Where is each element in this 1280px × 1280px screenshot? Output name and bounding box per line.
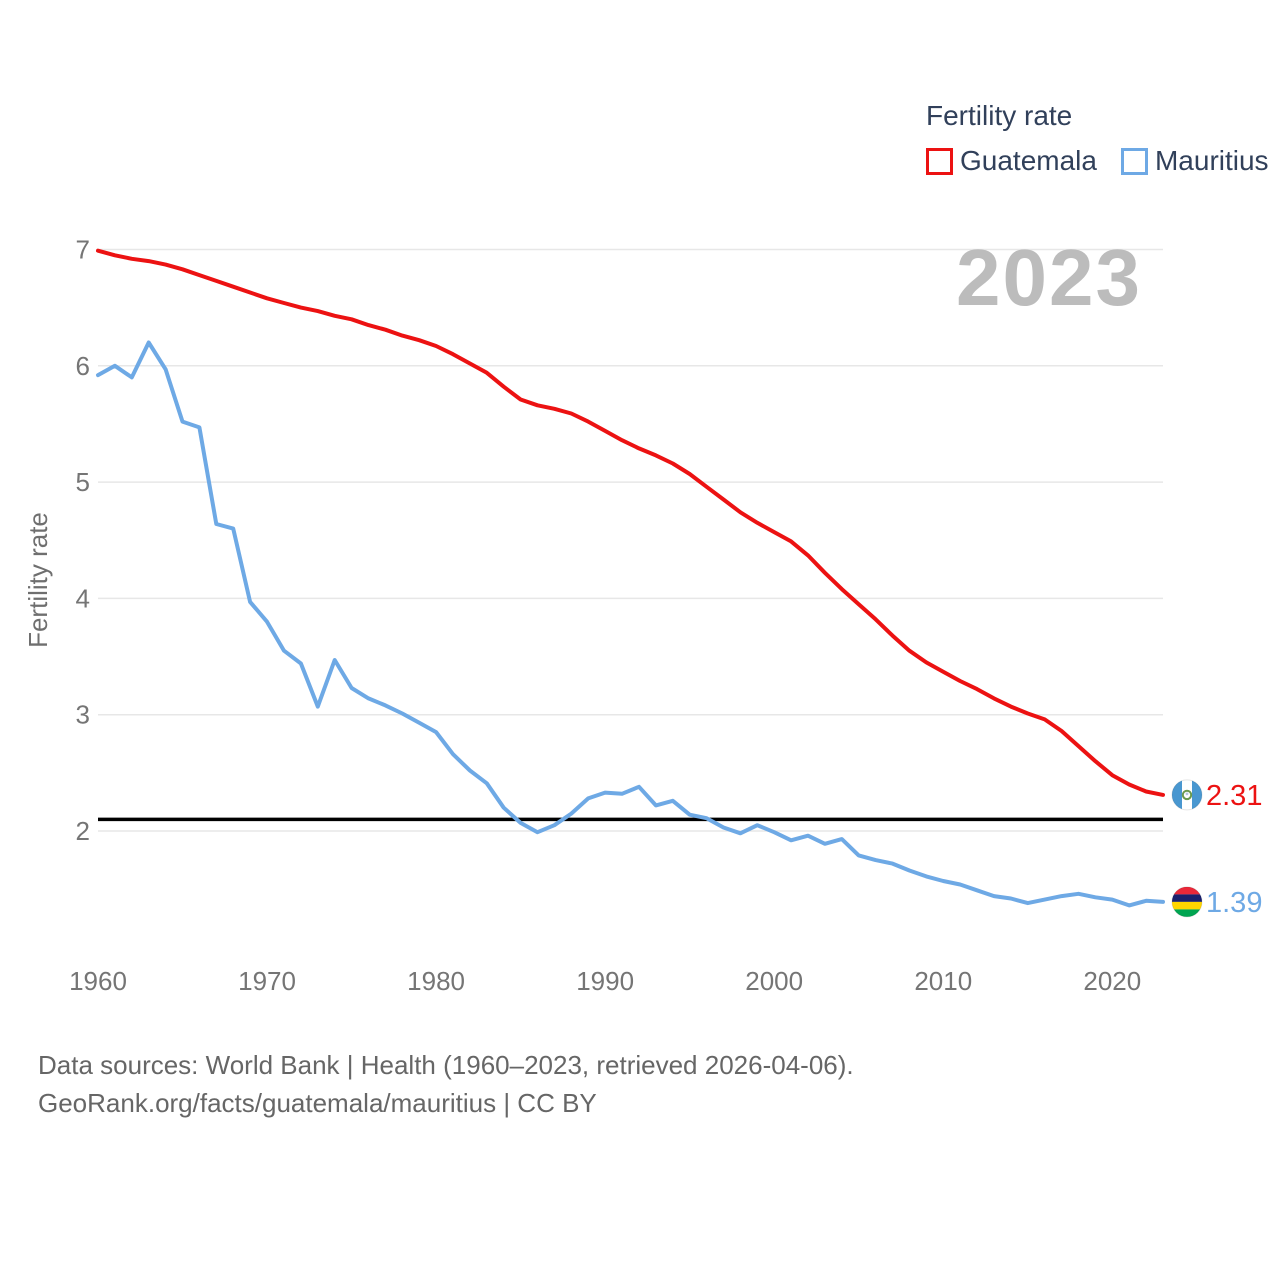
mauritius-flag-icon bbox=[1171, 886, 1203, 918]
chart-legend: Fertility rate Guatemala Mauritius bbox=[926, 100, 1269, 177]
end-markers: 2.31 1.39 bbox=[1171, 779, 1262, 919]
guatemala-color-swatch bbox=[926, 147, 953, 175]
mauritius-color-swatch bbox=[1120, 147, 1148, 175]
x-tick-label-1980: 1980 bbox=[407, 966, 465, 996]
end-value-label-mauritius: 1.39 bbox=[1206, 887, 1262, 919]
x-tick-label-1990: 1990 bbox=[576, 966, 634, 996]
year-watermark: 2023 bbox=[956, 233, 1142, 322]
legend-label-guatemala: Guatemala bbox=[960, 145, 1097, 176]
legend-items: Guatemala Mauritius bbox=[926, 145, 1269, 177]
legend-item-guatemala[interactable]: Guatemala bbox=[926, 145, 1097, 177]
footer-data-sources: Data sources: World Bank | Health (1960–… bbox=[38, 1050, 854, 1080]
footer-attribution-link: GeoRank.org/facts/guatemala/mauritius | … bbox=[38, 1088, 597, 1118]
chart-title: Fertility rate bbox=[926, 100, 1073, 131]
legend-item-mauritius[interactable]: Mauritius bbox=[1120, 145, 1269, 177]
x-tick-label-1970: 1970 bbox=[238, 966, 296, 996]
series-line-guatemala bbox=[96, 248, 1165, 797]
y-axis-title: Fertility rate bbox=[23, 512, 53, 648]
end-value-label-guatemala: 2.31 bbox=[1206, 780, 1262, 812]
legend-label-mauritius: Mauritius bbox=[1154, 145, 1269, 176]
footer: Data sources: World Bank | Health (1960–… bbox=[38, 1046, 854, 1122]
y-tick-label-7: 7 bbox=[76, 235, 90, 265]
axis-tick-labels: 2 3 4 5 6 7 1960 1970 1980 1990 2000 2010 2020 bbox=[69, 235, 1141, 997]
y-tick-label-5: 5 bbox=[76, 467, 90, 497]
x-tick-label-2010: 2010 bbox=[914, 966, 972, 996]
y-tick-label-2: 2 bbox=[76, 816, 90, 846]
series-line-mauritius bbox=[96, 340, 1165, 908]
y-tick-label-4: 4 bbox=[76, 583, 90, 613]
y-tick-label-3: 3 bbox=[76, 700, 90, 730]
x-tick-label-1960: 1960 bbox=[69, 966, 127, 996]
y-tick-label-6: 6 bbox=[76, 351, 90, 381]
guatemala-flag-icon bbox=[1171, 779, 1203, 811]
gridlines bbox=[98, 248, 1163, 832]
x-tick-label-2020: 2020 bbox=[1083, 966, 1141, 996]
series-lines bbox=[96, 248, 1165, 908]
x-tick-label-2000: 2000 bbox=[745, 966, 803, 996]
